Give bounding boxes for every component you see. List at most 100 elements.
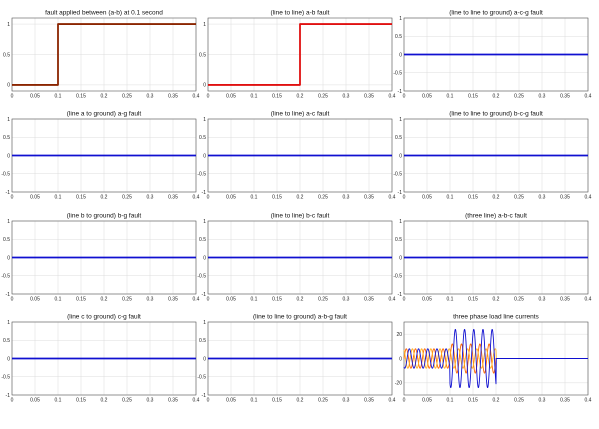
y-tick-label: 0 [399, 52, 402, 58]
subplot-3: 0 0.05 0.1 0.15 0.2 0.25 0.3 0.35 0.4 -1 -0.5 0 0.5 1… [393, 10, 591, 100]
x-tick-label: 0.15 [468, 297, 478, 303]
y-tick-label: -0.5 [197, 274, 206, 280]
x-tick-label: 0.05 [30, 94, 40, 100]
x-tick-label: 0.15 [76, 398, 86, 404]
x-tick-label: 0.2 [493, 398, 500, 404]
x-tick-label: 0.3 [147, 398, 154, 404]
x-tick-label: 0.3 [343, 398, 350, 404]
x-tick-label: 0 [11, 398, 14, 404]
y-tick-label: 1 [7, 22, 10, 28]
subplot-8: 0 0.05 0.1 0.15 0.2 0.25 0.3 0.35 0.4 -1 -0.5 0 0.5 1… [197, 213, 395, 303]
x-tick-label: 0.25 [122, 195, 132, 201]
x-tick-label: 0.05 [422, 94, 432, 100]
y-tick-label: -0.5 [393, 172, 402, 178]
x-tick-label: 0 [403, 94, 406, 100]
x-tick-label: 0 [11, 94, 14, 100]
y-tick-label: 0 [7, 83, 10, 89]
y-tick-label: 0 [203, 153, 206, 159]
x-tick-label: 0.05 [226, 297, 236, 303]
x-tick-label: 0.15 [76, 94, 86, 100]
x-tick-label: 0.2 [297, 195, 304, 201]
x-tick-label: 0 [207, 94, 210, 100]
y-tick-label: -1 [6, 292, 11, 298]
subplot-10: 0 0.05 0.1 0.15 0.2 0.25 0.3 0.35 0.4 -1 -0.5 0 0.5 1… [1, 314, 199, 404]
y-tick-label: 0.5 [3, 338, 10, 344]
y-tick-label: 1 [7, 117, 10, 123]
x-tick-label: 0.35 [168, 195, 178, 201]
x-tick-label: 0.4 [389, 94, 396, 100]
y-tick-label: -20 [395, 381, 402, 387]
x-tick-label: 0.15 [272, 195, 282, 201]
x-tick-label: 0 [403, 195, 406, 201]
y-tick-label: 0.5 [199, 338, 206, 344]
x-tick-label: 0.2 [297, 297, 304, 303]
y-tick-label: 0 [7, 153, 10, 159]
subplot-2: 0 0.05 0.1 0.15 0.2 0.25 0.3 0.35 0.4 0 0.5 1 (line … [199, 10, 396, 100]
y-tick-label: 1 [399, 219, 402, 225]
series-line [12, 23, 196, 86]
x-tick-label: 0.2 [297, 94, 304, 100]
x-tick-label: 0.25 [318, 94, 328, 100]
x-tick-label: 0.3 [539, 398, 546, 404]
y-tick-label: -1 [202, 292, 207, 298]
subplot-6: 0 0.05 0.1 0.15 0.2 0.25 0.3 0.35 0.4 -1 -0.5 0 0.5 1… [393, 111, 591, 201]
subplot-title: (three line) a-b-c fault [465, 213, 527, 220]
y-tick-label: 1 [203, 320, 206, 326]
y-tick-label: 20 [396, 332, 402, 338]
x-tick-label: 0.1 [251, 398, 258, 404]
x-tick-label: 0.2 [101, 398, 108, 404]
x-tick-label: 0.35 [364, 297, 374, 303]
x-tick-label: 0.15 [468, 94, 478, 100]
x-tick-label: 0.05 [422, 297, 432, 303]
subplot-1: 0 0.05 0.1 0.15 0.2 0.25 0.3 0.35 0.4 0 0.5 1 fault … [3, 10, 200, 100]
y-tick-label: -0.5 [197, 375, 206, 381]
x-tick-label: 0.25 [318, 195, 328, 201]
x-tick-label: 0.25 [318, 297, 328, 303]
x-tick-label: 0.4 [193, 94, 200, 100]
x-tick-label: 0.05 [226, 398, 236, 404]
subplot-4: 0 0.05 0.1 0.15 0.2 0.25 0.3 0.35 0.4 -1 -0.5 0 0.5 1… [1, 111, 199, 201]
x-tick-label: 0.35 [168, 297, 178, 303]
x-tick-label: 0.15 [468, 398, 478, 404]
x-tick-label: 0 [11, 195, 14, 201]
x-tick-label: 0.4 [585, 297, 592, 303]
y-tick-label: -0.5 [393, 71, 402, 77]
y-tick-label: 1 [399, 16, 402, 22]
x-tick-label: 0.35 [168, 398, 178, 404]
axes-box [11, 17, 197, 92]
x-tick-label: 0.15 [272, 94, 282, 100]
subplot-title: (line to line to ground) b-c-g fault [449, 111, 543, 118]
x-tick-label: 0.15 [468, 195, 478, 201]
x-tick-label: 0.2 [101, 94, 108, 100]
x-tick-label: 0.3 [343, 94, 350, 100]
y-tick-label: 1 [399, 117, 402, 123]
subplot-title: (line to line to ground) a-c-g fault [449, 10, 543, 17]
x-tick-label: 0.35 [560, 94, 570, 100]
y-tick-label: 1 [7, 320, 10, 326]
subplot-11: 0 0.05 0.1 0.15 0.2 0.25 0.3 0.35 0.4 -1 -0.5 0 0.5 1… [197, 314, 395, 404]
x-tick-label: 0.1 [447, 398, 454, 404]
x-tick-label: 0.4 [193, 195, 200, 201]
x-tick-label: 0 [207, 195, 210, 201]
subplot-12: 0 0.05 0.1 0.15 0.2 0.25 0.3 0.35 0.4 -20 0 20 three… [395, 314, 592, 404]
y-tick-label: 0 [399, 356, 402, 362]
x-tick-label: 0.35 [364, 195, 374, 201]
x-tick-label: 0 [403, 297, 406, 303]
x-tick-label: 0.05 [30, 297, 40, 303]
x-tick-label: 0.1 [55, 195, 62, 201]
y-tick-label: 0.5 [395, 135, 402, 141]
x-tick-label: 0.1 [251, 195, 258, 201]
y-tick-label: -0.5 [1, 274, 10, 280]
y-tick-label: -1 [398, 292, 403, 298]
x-tick-label: 0.2 [297, 398, 304, 404]
y-tick-label: 0.5 [3, 237, 10, 243]
y-tick-label: 0.5 [199, 135, 206, 141]
y-tick-label: -1 [202, 190, 207, 196]
subplot-title: (line a to ground) a-g fault [67, 111, 142, 118]
x-tick-label: 0.3 [147, 195, 154, 201]
series-line [208, 23, 392, 86]
x-tick-label: 0.3 [343, 195, 350, 201]
x-tick-label: 0.35 [560, 297, 570, 303]
y-tick-label: -0.5 [197, 172, 206, 178]
x-tick-label: 0.2 [101, 195, 108, 201]
